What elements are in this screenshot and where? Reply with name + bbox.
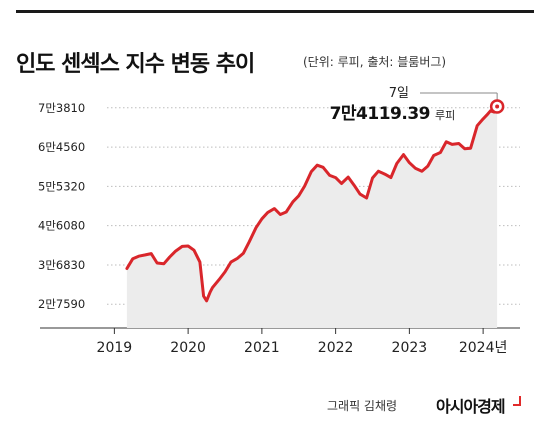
x-tick-label: 2021 <box>244 340 280 356</box>
y-tick-label: 3만6830 <box>38 258 85 272</box>
brand-mark-icon <box>513 396 521 406</box>
chart-title: 인도 센섹스 지수 변동 추이 <box>16 52 255 77</box>
y-tick-label: 6만4560 <box>38 140 85 154</box>
annotation-unit: 루피 <box>435 109 455 122</box>
end-point-dot <box>495 104 500 109</box>
x-tick-label: 2020 <box>170 340 206 356</box>
graphic-credit: 그래픽 김채령 <box>327 399 398 413</box>
annotation-date: 7일 <box>389 86 409 101</box>
y-tick-label: 2만7590 <box>38 297 85 311</box>
brand-logo: 아시아경제 <box>436 397 506 416</box>
top-rule <box>16 10 534 13</box>
x-tick-label: 2019 <box>97 340 133 356</box>
y-tick-label: 5만5320 <box>38 179 85 193</box>
annotation-value: 7만4119.39 <box>330 104 430 124</box>
series-line <box>125 105 499 303</box>
area-fill <box>126 106 498 328</box>
marker-layer: 7일 7만4119.39 루피 <box>330 86 505 124</box>
y-tick-label: 7만3810 <box>38 101 85 115</box>
tick-layer: 7만3810 6만4560 5만5320 4만6080 3만6830 2만7590 2019… <box>38 101 507 356</box>
x-tick-label: 2022 <box>318 340 354 356</box>
y-tick-label: 4만6080 <box>38 219 85 233</box>
chart-subtitle: (단위: 루피, 출처: 블룸버그) <box>303 55 447 69</box>
x-tick-label: 2023 <box>392 340 428 356</box>
x-tick-label: 2024년 <box>459 340 508 356</box>
